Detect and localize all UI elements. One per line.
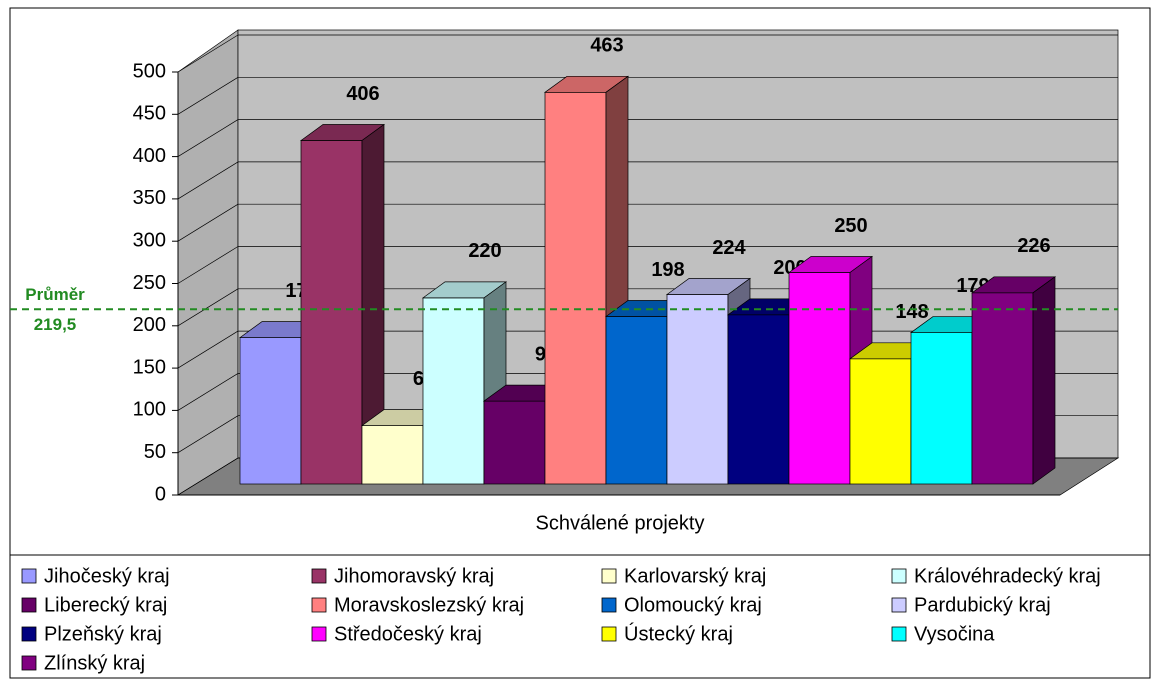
bar	[971, 292, 1034, 485]
bar	[300, 140, 363, 485]
side-wall	[177, 29, 239, 496]
grid-line	[177, 161, 239, 200]
grid-line	[177, 77, 239, 115]
legend-swatch	[601, 597, 617, 613]
bar	[666, 294, 729, 485]
y-tick-label: 300	[133, 229, 166, 251]
legend-swatch	[601, 568, 617, 584]
y-tick-label: 100	[133, 399, 166, 421]
legend-label: Královéhradecký kraj	[914, 565, 1101, 587]
y-tick-label: 450	[133, 103, 166, 125]
bar	[422, 297, 485, 485]
grid-line	[177, 34, 239, 73]
value-label: 224	[712, 237, 746, 259]
grid-line	[177, 415, 239, 453]
value-label: 220	[468, 240, 501, 262]
legend-label: Jihočeský kraj	[44, 565, 170, 587]
bar	[361, 425, 424, 485]
bar	[788, 272, 851, 485]
bar-side	[1032, 276, 1056, 485]
y-tick-label: 350	[133, 187, 166, 209]
average-label: Průměr	[25, 285, 85, 304]
y-tick-label: 250	[133, 272, 166, 294]
legend-swatch	[311, 597, 327, 613]
y-tick-label: 50	[144, 441, 166, 463]
legend-label: Zlínský kraj	[44, 652, 145, 674]
bar	[910, 332, 973, 485]
bar	[483, 400, 546, 485]
bar	[727, 314, 790, 485]
value-label: 250	[834, 215, 867, 237]
legend-swatch	[601, 626, 617, 642]
grid-line	[177, 457, 239, 496]
legend-label: Moravskoslezský kraj	[334, 594, 524, 616]
legend-swatch	[21, 568, 37, 584]
grid-line	[177, 373, 239, 411]
legend-label: Plzeňský kraj	[44, 623, 162, 645]
value-label: 406	[346, 83, 379, 105]
bar	[605, 316, 668, 485]
grid-line	[177, 246, 239, 284]
legend-swatch	[21, 626, 37, 642]
value-label: 463	[590, 35, 623, 57]
legend-swatch	[311, 568, 327, 584]
legend-label: Ústecký kraj	[624, 622, 733, 645]
legend-swatch	[891, 568, 907, 584]
legend-label: Olomoucký kraj	[624, 594, 762, 616]
legend-label: Pardubický kraj	[914, 594, 1051, 616]
value-label: 226	[1017, 235, 1050, 257]
legend-label: Karlovarský kraj	[624, 565, 766, 587]
legend-swatch	[21, 655, 37, 671]
legend-label: Středočeský kraj	[334, 623, 482, 645]
y-tick-label: 150	[133, 356, 166, 378]
legend-swatch	[891, 597, 907, 613]
bar	[544, 91, 607, 485]
legend-label: Vysočina	[914, 623, 995, 645]
grid-line	[177, 330, 239, 369]
legend-swatch	[891, 626, 907, 642]
y-tick-label: 400	[133, 145, 166, 167]
y-tick-label: 0	[155, 483, 166, 505]
y-tick-label: 200	[133, 314, 166, 336]
grid-line	[177, 288, 239, 327]
legend-swatch	[21, 597, 37, 613]
legend-swatch	[311, 626, 327, 642]
y-tick-label: 500	[133, 60, 166, 82]
average-value: 219,5	[34, 315, 77, 334]
x-axis-title: Schválené projekty	[536, 512, 705, 534]
grid-line	[177, 119, 239, 157]
value-label: 198	[651, 259, 684, 281]
bar	[849, 358, 912, 485]
grid-line	[177, 203, 239, 242]
legend-label: Liberecký kraj	[44, 594, 167, 616]
value-label: 148	[895, 301, 928, 323]
legend-label: Jihomoravský kraj	[334, 565, 494, 587]
bar	[239, 337, 302, 485]
